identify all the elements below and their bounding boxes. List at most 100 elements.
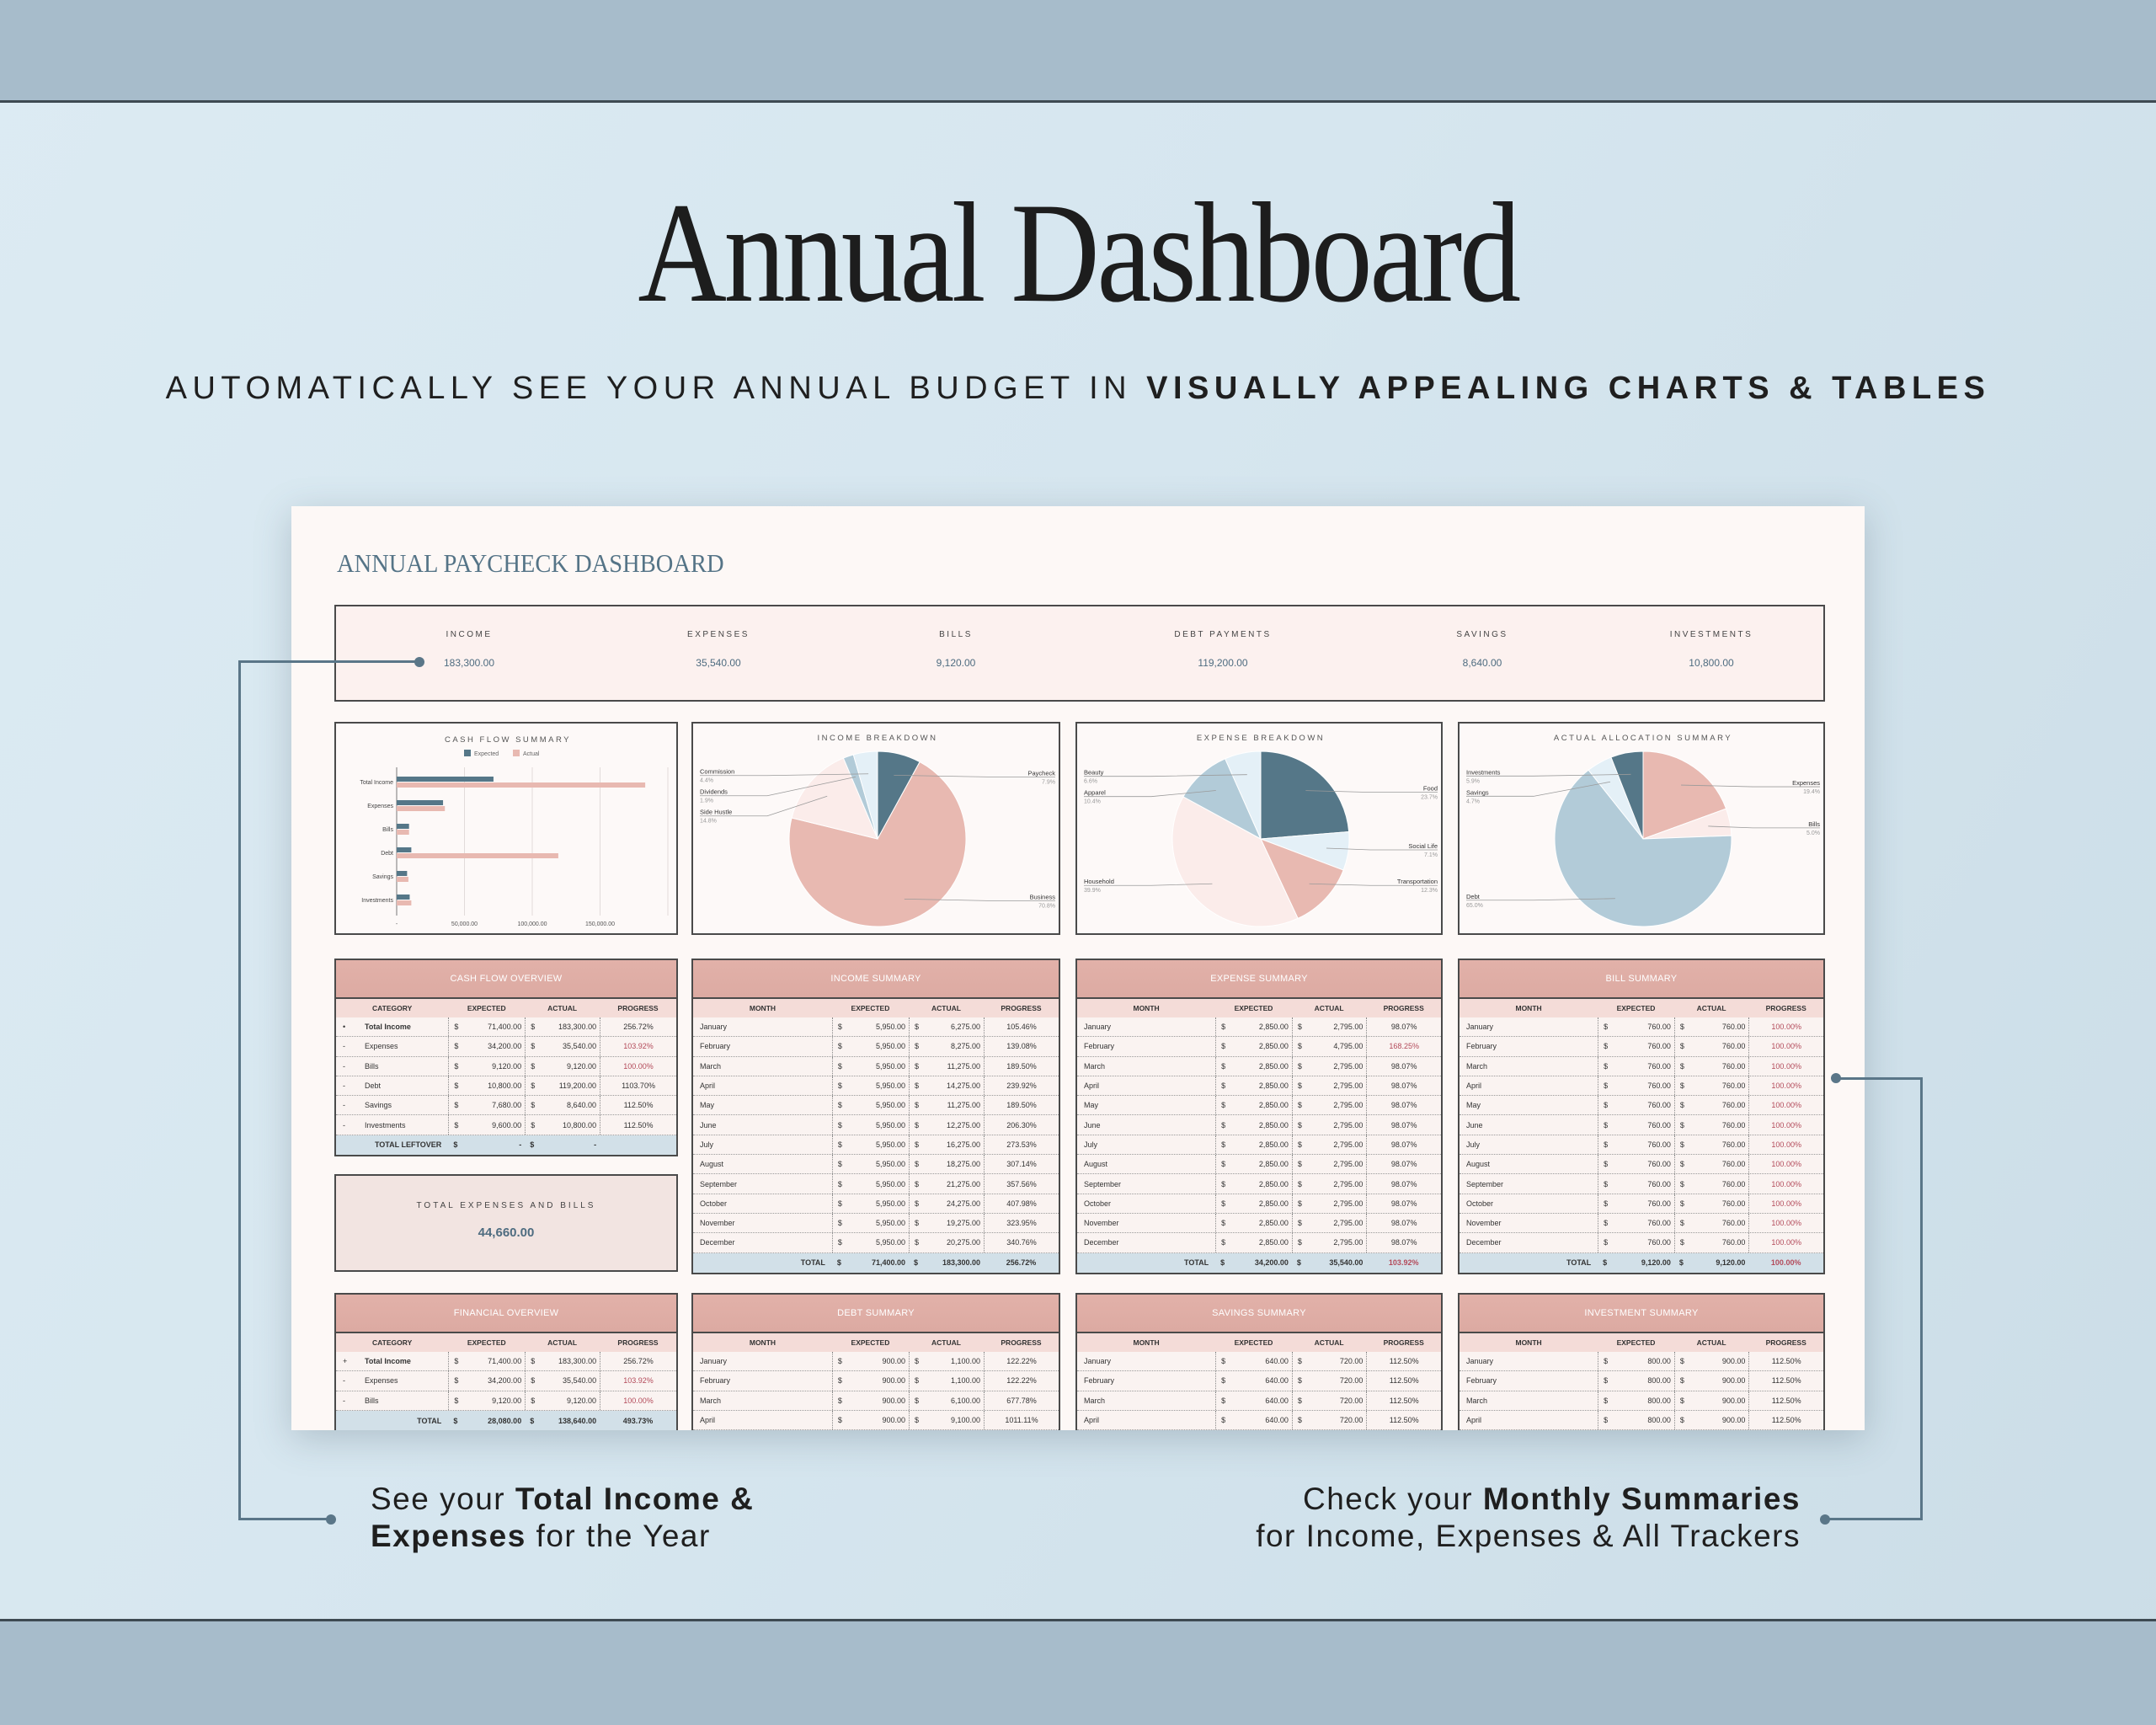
table-row: September $2,850.00 $2,795.00 98.07% (1077, 1174, 1441, 1194)
legend-swatch (513, 750, 520, 756)
progress-cell: 112.50% (1748, 1371, 1823, 1391)
bar-actual (397, 806, 446, 811)
actual-cell: $2,795.00 (1291, 1194, 1367, 1213)
expected-cell: $800.00 (1598, 1352, 1674, 1371)
table-title: DEBT SUMMARY (693, 1295, 1059, 1333)
bar-actual (397, 830, 409, 835)
currency-symbol: $ (915, 1101, 920, 1110)
category-label: Investments (361, 898, 393, 904)
currency-symbol: $ (530, 1416, 535, 1425)
row-label-text: January (1084, 1357, 1112, 1366)
currency-symbol: $ (1679, 1199, 1684, 1208)
table-row: October $2,850.00 $2,795.00 98.07% (1077, 1194, 1441, 1214)
expected-cell: $760.00 (1598, 1056, 1674, 1076)
row-label: February (693, 1376, 832, 1385)
progress-cell: 677.78% (984, 1391, 1059, 1410)
expected-cell: $900.00 (831, 1410, 909, 1430)
row-label-text: January (700, 1023, 728, 1032)
currency-symbol: $ (1679, 1376, 1684, 1386)
column-header: MONTH (749, 1338, 776, 1347)
column-headers: MONTH EXPECTED ACTUAL PROGRESS (1460, 999, 1823, 1017)
row-label: - Bills (336, 1397, 448, 1405)
progress-cell: 122.22% (984, 1352, 1059, 1371)
currency-symbol: $ (1297, 1042, 1302, 1051)
actual-cell: $760.00 (1673, 1233, 1749, 1252)
row-label-text: September (700, 1179, 738, 1188)
expected-cell: $5,950.00 (831, 1135, 909, 1155)
table-row: April $760.00 $760.00 100.00% (1460, 1076, 1823, 1097)
expected-cell: $2,850.00 (1215, 1115, 1292, 1135)
amount: 183,300.00 (558, 1357, 597, 1366)
row-label-text: February (1084, 1376, 1115, 1386)
currency-symbol: $ (1679, 1081, 1684, 1091)
row-label-text: December (1084, 1238, 1119, 1247)
amount: 5,950.00 (875, 1081, 906, 1091)
row-label: April (693, 1081, 832, 1090)
row-label-text: Expenses (365, 1376, 398, 1386)
amount: 2,795.00 (1333, 1140, 1364, 1149)
legend-swatch (464, 750, 471, 756)
chart-title: ACTUAL ALLOCATION SUMMARY (1554, 734, 1732, 743)
progress-cell: 1011.11% (984, 1410, 1059, 1430)
actual-cell: $1,100.00 (909, 1371, 984, 1391)
amount: 2,850.00 (1258, 1042, 1289, 1051)
currency-symbol: $ (915, 1199, 920, 1208)
currency-symbol: $ (915, 1396, 920, 1405)
dashboard-title: ANNUAL PAYCHECK DASHBOARD (337, 548, 724, 578)
row-label-text: September (1466, 1179, 1504, 1188)
row-label-text: November (1466, 1219, 1502, 1228)
row-label-text: March (1084, 1061, 1106, 1071)
currency-symbol: $ (837, 1061, 842, 1071)
progress-cell: 100.00% (600, 1056, 676, 1076)
total-label: TOTAL (1566, 1258, 1592, 1268)
amount: 2,795.00 (1333, 1120, 1364, 1130)
total-label: TOTAL (417, 1416, 442, 1425)
amount: 5,950.00 (875, 1042, 906, 1051)
actual-cell: $12,275.00 (909, 1115, 984, 1135)
connector-line (238, 660, 241, 1520)
bottom-band (0, 1619, 2156, 1725)
bar-chart-svg: CASH FLOW SUMMARY Expected Actual - 50,000.0… (360, 735, 669, 927)
row-label-text: April (700, 1081, 716, 1091)
expected-cell: $9,120.00 (448, 1056, 525, 1076)
column-header: PROGRESS (617, 1004, 659, 1012)
table-row: September $5,950.00 $21,275.00 357.56% (693, 1174, 1059, 1194)
row-label: April (1077, 1416, 1215, 1424)
row-label: April (693, 1416, 832, 1424)
amount: 6,275.00 (950, 1023, 980, 1032)
currency-symbol: $ (915, 1219, 920, 1228)
amount: 10,800.00 (563, 1120, 597, 1130)
pie-slice (1554, 769, 1732, 927)
row-label: August (693, 1160, 832, 1168)
slice-label: Debt (1466, 893, 1481, 900)
chart-title: CASH FLOW SUMMARY (445, 735, 571, 745)
column-header: EXPECTED (1234, 1004, 1273, 1012)
row-marker: • (343, 1023, 346, 1032)
table-row: - Expenses $34,200.00 $35,540.00 103.92% (336, 1037, 676, 1057)
kpi-label: BILLS (939, 630, 973, 639)
currency-symbol: $ (1221, 1081, 1226, 1091)
currency-symbol: $ (1604, 1160, 1609, 1169)
currency-symbol: $ (837, 1199, 842, 1208)
row-label: - Debt (336, 1081, 448, 1090)
expected-cell: $5,950.00 (831, 1056, 909, 1076)
actual-cell: $20,275.00 (909, 1233, 984, 1252)
actual-cell: $18,275.00 (909, 1155, 984, 1174)
column-header: EXPECTED (1234, 1338, 1273, 1347)
row-label-text: March (700, 1396, 722, 1405)
progress-cell: 139.08% (984, 1037, 1059, 1056)
table-row: May $2,850.00 $2,795.00 98.07% (1077, 1096, 1441, 1116)
leader-line (700, 776, 857, 797)
actual-cell: $9,120.00 (525, 1056, 600, 1076)
currency-symbol: $ (1604, 1023, 1609, 1032)
amount: 760.00 (1721, 1179, 1746, 1188)
amount: 5,950.00 (875, 1023, 906, 1032)
total-label: TOTAL (800, 1258, 825, 1268)
table-row: April $5,950.00 $14,275.00 239.92% (693, 1076, 1059, 1097)
row-label: - Expenses (336, 1376, 448, 1385)
actual-cell: $11,275.00 (909, 1096, 984, 1115)
actual-cell: $760.00 (1673, 1056, 1749, 1076)
table-title: SAVINGS SUMMARY (1077, 1295, 1441, 1333)
currency-symbol: $ (915, 1120, 920, 1130)
currency-symbol: $ (837, 1023, 842, 1032)
